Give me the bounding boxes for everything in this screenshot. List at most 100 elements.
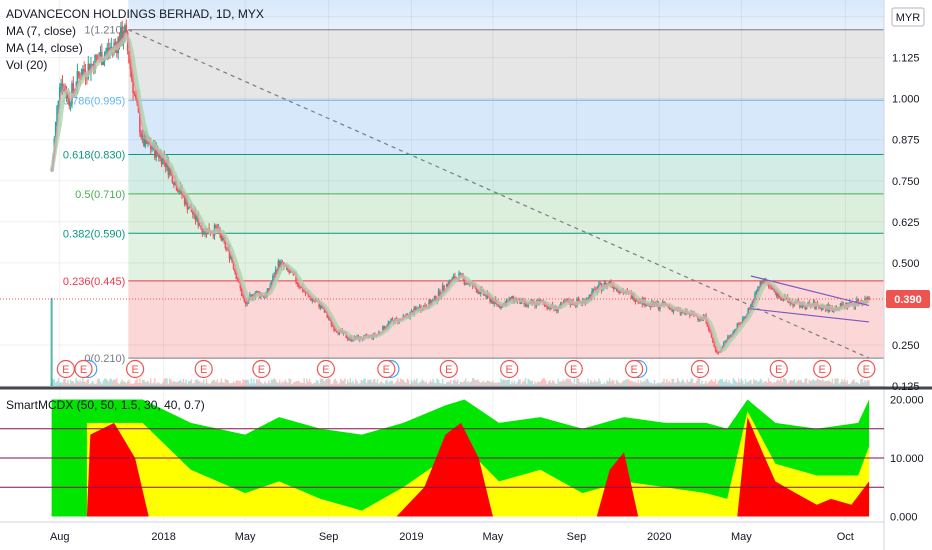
volume-bar (242, 379, 244, 386)
earnings-marker-11[interactable] (690, 359, 710, 379)
volume-bar (262, 383, 265, 386)
volume-bar (625, 379, 627, 386)
candle-body (318, 301, 320, 308)
volume-bar (706, 383, 709, 386)
last-price-badge (886, 289, 930, 308)
volume-bar (141, 379, 144, 386)
volume-bar (340, 378, 342, 386)
volume-bar (258, 378, 261, 386)
candle-body (236, 278, 239, 282)
volume-bar (54, 382, 57, 386)
candle-body (736, 323, 739, 330)
volume-bar (57, 378, 60, 386)
candle-body (120, 27, 122, 47)
volume-bar (235, 380, 237, 386)
volume-bar (659, 383, 661, 386)
symbol-title[interactable]: ADVANCECON HOLDINGS BERHAD, 1D, MYX (6, 7, 264, 21)
volume-bar (75, 378, 77, 386)
volume-bar (292, 382, 295, 386)
earnings-marker-8[interactable] (500, 359, 519, 379)
candle-body (748, 308, 751, 310)
candle-body (303, 291, 305, 292)
volume-bar (520, 383, 523, 386)
volume-bar (293, 382, 296, 386)
candle-body (244, 301, 247, 305)
volume-bar (182, 378, 185, 386)
volume-bar (545, 380, 547, 386)
volume-bar (492, 380, 494, 386)
earnings-marker-0[interactable] (56, 359, 75, 379)
volume-bar (564, 381, 566, 386)
volume-bar (436, 378, 438, 386)
volume-bar (304, 383, 307, 386)
earnings-marker-14[interactable] (857, 359, 876, 379)
candle-body (183, 194, 186, 205)
candle-body (775, 291, 778, 297)
price-tick-label-3: 0.875 (892, 135, 920, 147)
study-ma7[interactable]: MA (7, close) (6, 24, 77, 38)
candle-body (498, 304, 501, 308)
candle-body (257, 291, 259, 293)
earnings-marker-7[interactable] (439, 359, 458, 379)
earnings-marker-1[interactable] (74, 359, 93, 379)
volume-bar (845, 382, 847, 386)
earnings-marker-12[interactable] (769, 359, 788, 379)
volume-bar (470, 381, 472, 386)
candle-body (832, 310, 835, 312)
volume-bar (178, 380, 180, 386)
volume-spike (50, 298, 53, 386)
candle-body (659, 306, 661, 310)
earnings-marker-6[interactable] (377, 359, 396, 379)
volume-bar (682, 379, 684, 386)
indicator-title[interactable]: SmartMCDX (50, 50, 1.5, 30, 40, 0.7) (6, 398, 205, 412)
volume-bar (532, 383, 535, 386)
volume-bar (186, 383, 189, 386)
volume-bar (774, 382, 777, 386)
volume-bar (181, 382, 183, 386)
earnings-marker-5[interactable] (316, 359, 335, 379)
volume-bar (771, 383, 774, 386)
volume-bar (820, 380, 823, 386)
volume-bar (619, 383, 622, 386)
currency-badge[interactable] (891, 7, 925, 27)
candle-body (437, 290, 440, 299)
volume-bar (226, 379, 228, 386)
volume-bar (718, 379, 721, 386)
candle-body (750, 304, 752, 310)
volume-bar (678, 380, 680, 386)
volume-bar (689, 381, 691, 386)
volume-bar (317, 380, 319, 386)
earnings-marker-2[interactable] (126, 359, 145, 379)
volume-bar (144, 381, 146, 386)
candle-body (296, 282, 299, 285)
earnings-marker-10[interactable] (625, 359, 644, 379)
candle-body (475, 287, 478, 293)
volume-bar (416, 378, 418, 386)
candle-body (756, 289, 759, 292)
earnings-marker-4[interactable] (252, 359, 271, 379)
candle-body (129, 62, 132, 69)
candle-body (727, 336, 729, 341)
volume-bar (128, 379, 130, 386)
volume-bar (378, 383, 380, 386)
volume-bar (800, 379, 802, 386)
study-ma14[interactable]: MA (14, close) (6, 41, 83, 55)
candle-body (459, 273, 462, 275)
volume-bar (642, 381, 645, 386)
volume-bar (862, 382, 865, 386)
earnings-marker-9[interactable] (564, 359, 583, 379)
study-volume[interactable]: Vol (20) (6, 58, 48, 72)
volume-bar (827, 380, 830, 386)
volume-bar (656, 383, 658, 386)
volume-bar (680, 381, 683, 386)
earnings-marker-3[interactable] (194, 359, 213, 379)
volume-bar (247, 380, 250, 386)
price-tick-label-9: 0.125 (892, 381, 920, 393)
earnings-marker-13[interactable] (813, 359, 832, 379)
volume-bar (812, 379, 815, 386)
volume-bar (837, 378, 839, 386)
earnings-marker-label-9: E (570, 364, 577, 376)
volume-bar (285, 381, 288, 386)
candle-body (672, 308, 675, 312)
